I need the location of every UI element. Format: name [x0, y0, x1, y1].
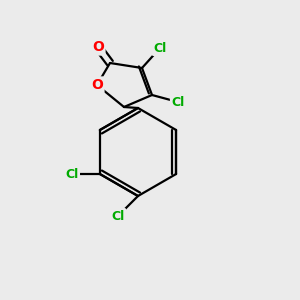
Text: O: O [92, 40, 104, 54]
Text: Cl: Cl [65, 167, 79, 181]
Text: Cl: Cl [111, 209, 124, 223]
Text: Cl: Cl [153, 41, 167, 55]
Text: Cl: Cl [171, 95, 184, 109]
Text: O: O [91, 78, 103, 92]
